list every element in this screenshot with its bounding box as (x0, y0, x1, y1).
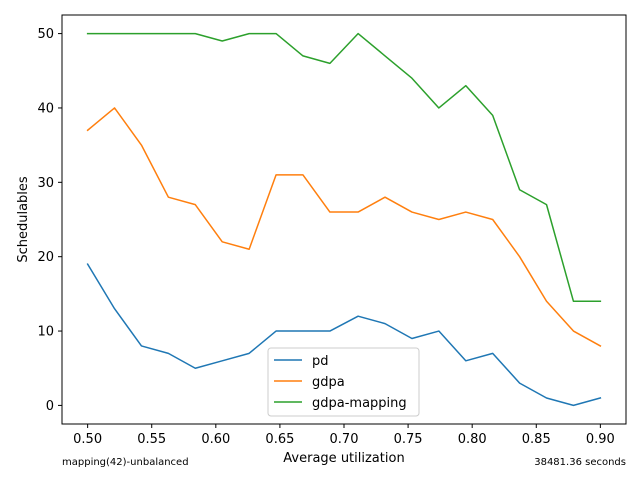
legend-label-pd: pd (312, 354, 329, 369)
y-tick-label: 10 (37, 325, 54, 340)
x-tick-label: 0.75 (394, 432, 423, 447)
legend-items: pd gdpa gdpa-mapping (274, 354, 407, 411)
series-line-pd (86, 263, 602, 407)
x-tick-label: 0.80 (458, 432, 487, 447)
legend-label-gdpa: gdpa (312, 375, 345, 390)
x-tick-label: 0.70 (330, 432, 359, 447)
x-tick-label: 0.55 (137, 432, 166, 447)
series-line-gdpa-mapping (86, 32, 602, 303)
x-axis-ticks: 0.50 0.55 0.60 0.65 0.70 0.75 0.80 0.85 0.90 (73, 424, 615, 447)
y-tick-label: 40 (37, 101, 54, 116)
y-tick-label: 0 (46, 399, 54, 414)
x-tick-label: 0.60 (201, 432, 230, 447)
legend: pd gdpa gdpa-mapping (267, 347, 420, 417)
legend-label-gdpa-mapping: gdpa-mapping (312, 396, 407, 411)
y-tick-label: 20 (37, 250, 54, 265)
y-axis-label: Schedulables (16, 176, 31, 263)
y-tick-label: 50 (37, 27, 54, 42)
legend-box (267, 347, 420, 417)
y-axis-ticks: 0 10 20 30 40 50 (37, 27, 62, 414)
footer-left-text: mapping(42)-unbalanced (62, 457, 189, 468)
series-line-gdpa (86, 107, 602, 347)
x-tick-label: 0.90 (586, 432, 615, 447)
series-layer (86, 32, 602, 407)
footer-right-text: 38481.36 seconds (534, 457, 626, 468)
x-tick-label: 0.85 (522, 432, 551, 447)
x-axis-label: Average utilization (283, 451, 404, 466)
x-tick-label: 0.65 (265, 432, 294, 447)
x-tick-label: 0.50 (73, 432, 102, 447)
y-tick-label: 30 (37, 176, 54, 191)
